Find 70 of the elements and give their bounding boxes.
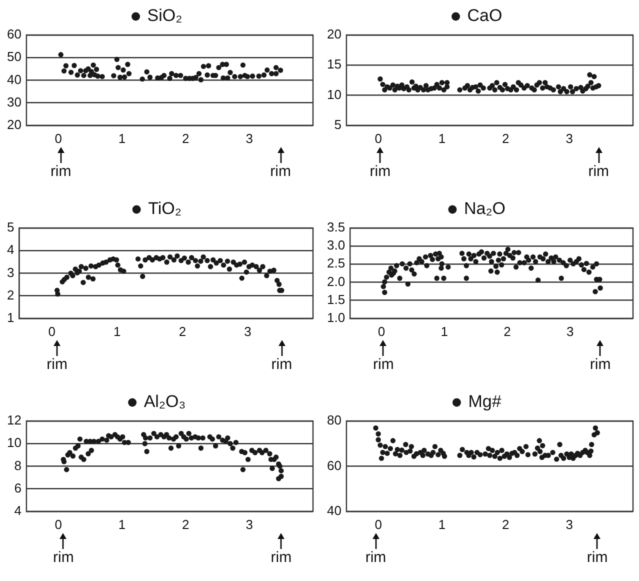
x-tick-label: 0 [54, 130, 62, 146]
text: rim [46, 356, 68, 374]
legend-label: TiO₂ [148, 199, 182, 218]
y-tick-label: 60 [326, 458, 342, 473]
x-tick-label: 3 [566, 324, 574, 339]
x-tick-label: 3 [566, 130, 573, 146]
y-tick-label: 8 [14, 458, 22, 473]
x-tick-label: 0 [374, 130, 382, 146]
legend-label: CaO [467, 6, 502, 26]
x-tick-label: 0 [374, 516, 382, 532]
x-tick-label: 2 [502, 516, 510, 532]
y-tick-label: 50 [6, 49, 22, 64]
y-tick-label: 5 [6, 220, 14, 235]
y-tick-label: 2.5 [326, 256, 346, 271]
legend-label: Al₂O₃ [144, 392, 186, 412]
x-tick-label: 1 [114, 324, 121, 339]
y-tick-label: 10 [326, 86, 342, 102]
y-tick-label: 30 [6, 94, 22, 110]
y-tick-label: 1.0 [326, 310, 346, 325]
x-tick-label: 2 [182, 130, 190, 146]
y-tick-label: 10 [6, 435, 22, 450]
x-tick-label: 1 [440, 324, 448, 339]
y-tick-label: 20 [6, 116, 22, 132]
y-tick-label: 12 [6, 412, 22, 428]
y-tick-label: 3.0 [326, 238, 346, 253]
y-tick-label: 1 [6, 310, 14, 325]
legend-label: SiO₂ [147, 6, 182, 26]
text: rim [365, 549, 386, 566]
text: rim [52, 549, 74, 566]
y-tick-label: 40 [326, 502, 342, 518]
text: rim [270, 163, 291, 180]
y-tick-label: 60 [6, 26, 22, 42]
y-tick-label: 15 [326, 56, 342, 72]
x-tick-label: 3 [244, 324, 252, 339]
y-tick-label: 80 [326, 412, 342, 428]
x-tick-label: 2 [178, 324, 186, 339]
x-tick-label: 2 [182, 516, 190, 532]
y-tick-label: 3.5 [326, 220, 346, 235]
x-tick-label: 0 [54, 516, 62, 532]
text: rim [370, 163, 391, 180]
legend-label: Mg# [468, 392, 502, 412]
y-tick-label: 40 [6, 72, 22, 87]
x-tick-label: 3 [566, 516, 573, 532]
y-tick-label: 2 [6, 287, 14, 302]
x-tick-label: 1 [118, 516, 126, 532]
y-tick-label: 3 [6, 264, 14, 280]
y-tick-label: 4 [14, 502, 22, 518]
x-tick-label: 0 [378, 324, 386, 339]
y-tick-label: 6 [14, 480, 22, 496]
x-tick-label: 3 [246, 516, 253, 532]
text: rim [586, 549, 608, 566]
y-tick-label: 5 [334, 116, 342, 132]
x-tick-label: 3 [246, 130, 253, 146]
text: rim [588, 163, 610, 180]
x-tick-label: 1 [438, 516, 446, 532]
x-tick-label: 1 [118, 130, 126, 146]
x-tick-label: 2 [502, 130, 510, 146]
x-tick-label: 2 [504, 324, 511, 339]
x-tick-label: 0 [48, 324, 56, 339]
y-tick-label: 20 [326, 26, 342, 42]
y-tick-label: 2.0 [326, 274, 346, 289]
y-tick-label: 1.5 [326, 292, 346, 307]
y-tick-label: 4 [6, 242, 14, 258]
x-tick-label: 1 [438, 130, 446, 146]
text: rim [590, 356, 611, 374]
text: rim [50, 163, 72, 180]
text: rim [270, 549, 292, 566]
text: rim [372, 356, 394, 374]
legend-label: Na₂O [464, 199, 506, 218]
text: rim [271, 356, 292, 374]
